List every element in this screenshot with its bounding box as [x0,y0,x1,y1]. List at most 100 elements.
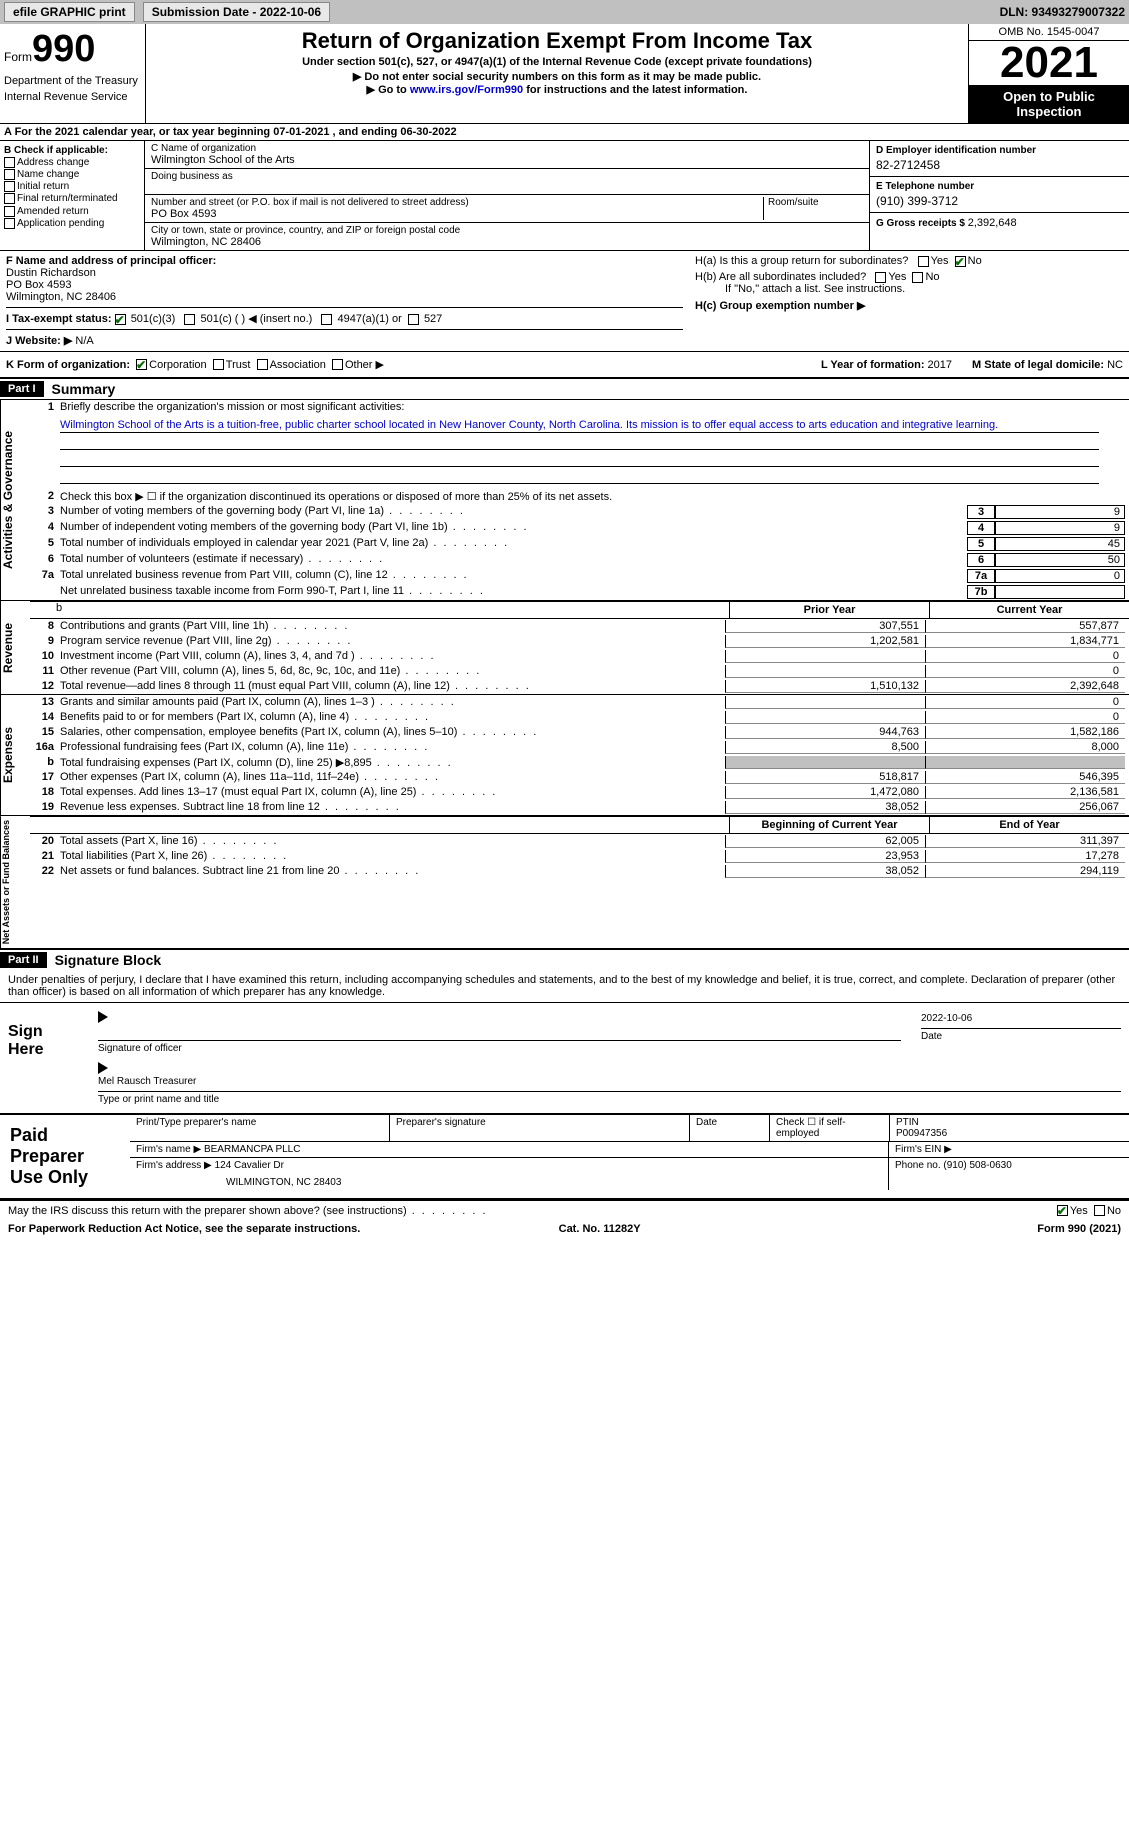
sig-name-field: Mel Rausch Treasurer [98,1076,1121,1092]
open-inspection: Open to Public Inspection [969,85,1129,123]
col-b-header: B Check if applicable: [4,145,140,156]
officer-name: Dustin Richardson [6,267,683,279]
goto-pre: ▶ Go to [367,84,410,96]
form-number-cell: Form990 Department of the Treasury Inter… [0,24,145,123]
addr-label: Number and street (or P.O. box if mail i… [151,197,763,208]
state-domicile-value: NC [1107,359,1123,371]
line6-val: 50 [995,553,1125,567]
paid-preparer-block: Paid Preparer Use Only Print/Type prepar… [0,1113,1129,1199]
chk-other[interactable] [332,359,343,370]
hb-yes[interactable] [875,272,886,283]
chk-corp[interactable] [136,359,147,370]
prep-sig-label: Preparer's signature [390,1115,690,1141]
addr-value: PO Box 4593 [151,208,763,220]
mission-blank1 [60,436,1099,450]
discuss-yes[interactable] [1057,1205,1068,1216]
discuss-no[interactable] [1094,1205,1105,1216]
top-toolbar: efile GRAPHIC print Submission Date - 20… [0,0,1129,24]
paid-prep-label: Paid Preparer Use Only [0,1115,130,1198]
sig-date-field: 2022-10-06 [921,1013,1121,1029]
ha-yes[interactable] [918,256,929,267]
form-header: Form990 Department of the Treasury Inter… [0,24,1129,123]
chk-trust[interactable] [213,359,224,370]
chk-501c[interactable] [184,314,195,325]
sig-name-label: Type or print name and title [98,1094,1121,1105]
website-label: J Website: ▶ [6,335,72,347]
chk-address-change[interactable]: Address change [4,157,140,168]
firm-addr2: WILMINGTON, NC 28403 [136,1171,882,1188]
line5: Total number of individuals employed in … [60,537,963,551]
line7b-val [995,585,1125,599]
hb-no[interactable] [912,272,923,283]
prep-name-label: Print/Type preparer's name [130,1115,390,1141]
ha-no[interactable] [955,256,966,267]
chk-final-return[interactable]: Final return/terminated [4,193,140,204]
line5-val: 45 [995,537,1125,551]
col-c-org-info: C Name of organization Wilmington School… [145,141,869,250]
chk-527[interactable] [408,314,419,325]
chk-assoc[interactable] [257,359,268,370]
ein-label: D Employer identification number [876,145,1123,156]
chk-initial-return[interactable]: Initial return [4,181,140,192]
fin-line-9: 9Program service revenue (Part VIII, lin… [30,634,1129,649]
tax-year: 2021 [969,41,1129,85]
mission-blank3 [60,470,1099,484]
ptin-value: P00947356 [896,1128,1123,1139]
chk-501c3[interactable] [115,314,126,325]
chk-amended[interactable]: Amended return [4,206,140,217]
form-ref: Form 990 (2021) [1037,1223,1121,1235]
irs-label: Internal Revenue Service [4,91,141,103]
fin-line-b: bTotal fundraising expenses (Part IX, co… [30,755,1129,770]
col-d-ein: D Employer identification number 82-2712… [869,141,1129,250]
line2: Check this box ▶ ☐ if the organization d… [60,490,1125,503]
irs-discuss-row: May the IRS discuss this return with the… [0,1199,1129,1221]
signature-declaration: Under penalties of perjury, I declare th… [0,970,1129,1002]
sig-date-label: Date [921,1031,1121,1042]
part1-title: Summary [44,379,124,399]
chk-4947[interactable] [321,314,332,325]
fin-line-18: 18Total expenses. Add lines 13–17 (must … [30,785,1129,800]
chk-app-pending[interactable]: Application pending [4,218,140,229]
arrow-icon [98,1011,108,1023]
firm-phone-value: (910) 508-0630 [943,1160,1011,1171]
goto-post: for instructions and the latest informat… [523,84,747,96]
hdr-begin-year: Beginning of Current Year [729,817,929,833]
gross-label: G Gross receipts $ [876,218,968,229]
ptin-label: PTIN [896,1117,1123,1128]
officer-label: F Name and address of principal officer: [6,255,683,267]
irs-link[interactable]: www.irs.gov/Form990 [410,84,523,96]
firm-addr1: 124 Cavalier Dr [215,1160,284,1171]
hb-row: H(b) Are all subordinates included? Yes … [695,271,1123,283]
subtitle-3: ▶ Go to www.irs.gov/Form990 for instruct… [150,83,964,96]
hdr-end-year: End of Year [929,817,1129,833]
dln-label: DLN: 93493279007322 [1000,5,1125,19]
efile-print-button[interactable]: efile GRAPHIC print [4,2,135,22]
fin-line-10: 10Investment income (Part VIII, column (… [30,649,1129,664]
fin-line-8: 8Contributions and grants (Part VIII, li… [30,619,1129,634]
website-value: N/A [75,335,93,347]
city-label: City or town, state or province, country… [151,225,863,236]
fin-line-19: 19Revenue less expenses. Subtract line 1… [30,800,1129,815]
part1-header-row: Part I Summary [0,377,1129,399]
submission-date-button[interactable]: Submission Date - 2022-10-06 [143,2,330,22]
hc-row: H(c) Group exemption number ▶ [695,299,1123,312]
col-f-officer: F Name and address of principal officer:… [0,251,689,351]
row-k: K Form of organization: Corporation Trus… [0,351,1129,377]
section-fhi: F Name and address of principal officer:… [0,250,1129,351]
fin-line-13: 13Grants and similar amounts paid (Part … [30,695,1129,710]
sig-officer-label: Signature of officer [98,1043,901,1054]
sig-officer-field[interactable] [98,1025,901,1041]
hb-note: If "No," attach a list. See instructions… [695,283,1123,295]
prep-date-label: Date [690,1115,770,1141]
dept-treasury: Department of the Treasury [4,75,141,87]
line7b: Net unrelated business taxable income fr… [60,585,963,599]
section-bcd: B Check if applicable: Address change Na… [0,141,1129,250]
firm-name-value: BEARMANCPA PLLC [204,1144,301,1155]
chk-name-change[interactable]: Name change [4,169,140,180]
line7a-val: 0 [995,569,1125,583]
firm-phone-label: Phone no. [895,1160,943,1171]
officer-addr1: PO Box 4593 [6,279,683,291]
fin-line-11: 11Other revenue (Part VIII, column (A), … [30,664,1129,679]
ha-row: H(a) Is this a group return for subordin… [695,255,1123,267]
summary-expenses: Expenses 13Grants and similar amounts pa… [0,694,1129,815]
